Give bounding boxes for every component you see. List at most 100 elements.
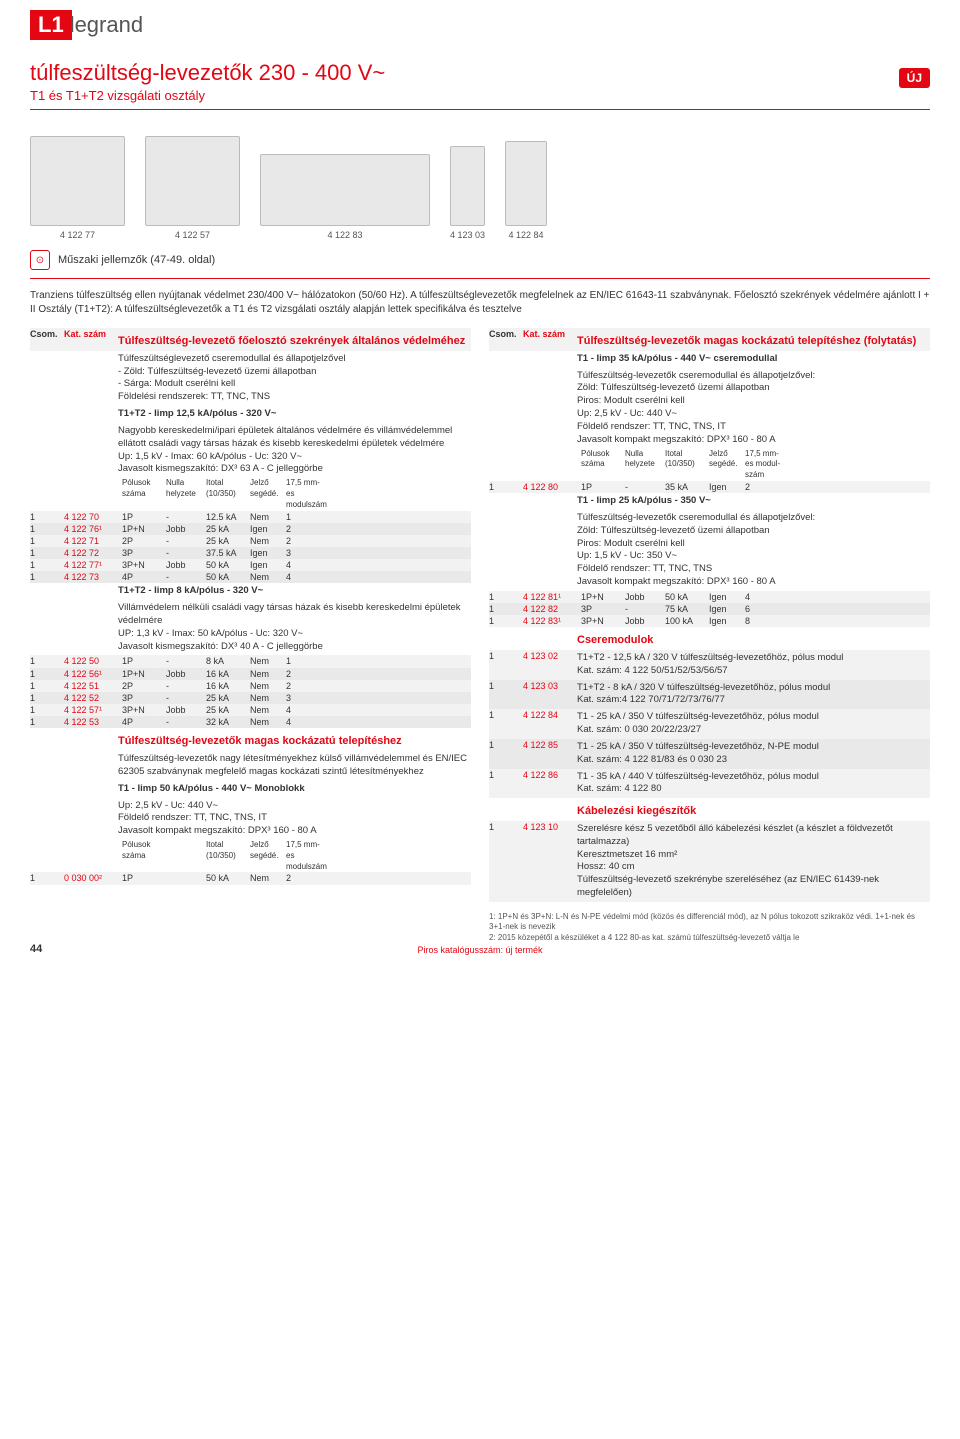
table-row: 1 4 122 82 3P - 75 kA Igen 6 (489, 603, 930, 615)
cell-kat: 4 122 73 (64, 571, 118, 583)
cell-signal: Igen (705, 591, 741, 603)
cell-kat: 4 122 80 (523, 481, 577, 493)
table-row: 1 4 122 83¹ 3P+N Jobb 100 kA Igen 8 (489, 615, 930, 627)
cell-itotal: 25 kA (202, 535, 246, 547)
th-itotal: Itotal (10/350) (202, 840, 246, 872)
footnotes: 1: 1P+N és 3P+N: L-N és N-PE védelmi mód… (489, 912, 930, 943)
col-header-kat: Kat. szám (523, 328, 577, 351)
product: 4 122 84 (505, 141, 547, 240)
cell-kat: 4 122 53 (64, 716, 118, 728)
cell-modules: 2 (282, 872, 330, 884)
group-desc: Up: 2,5 kV - Uc: 440 V~Földelő rendszer:… (118, 800, 471, 838)
product-label: 4 122 83 (327, 230, 362, 240)
cell-kat: 4 123 03 (523, 680, 577, 710)
section-title: Túlfeszültség-levezető főelosztó szekrén… (118, 334, 471, 349)
table-row: 1 4 123 02 T1+T2 - 12,5 kA / 320 V túlfe… (489, 650, 930, 680)
cell-csom: 1 (489, 821, 523, 902)
brand-logo: L1legrand (30, 10, 143, 40)
cell-kat: 4 122 70 (64, 511, 118, 523)
table-row: 1 4 122 57¹ 3P+N Jobb 25 kA Nem 4 (30, 704, 471, 716)
cell-csom: 1 (489, 680, 523, 710)
table-row: 1 4 122 53 4P - 32 kA Nem 4 (30, 716, 471, 728)
product: 4 122 57 (145, 136, 240, 240)
cell-null: Jobb (162, 559, 202, 571)
cell-signal: Nem (246, 571, 282, 583)
section-title: Kábelezési kiegészítők (577, 804, 930, 819)
cell-kat: 4 123 10 (523, 821, 577, 902)
cell-signal: Igen (705, 603, 741, 615)
cell-itotal: 50 kA (202, 571, 246, 583)
table-row: 1 4 122 50 1P - 8 kA Nem 1 (30, 655, 471, 667)
cell-modules: 3 (282, 692, 330, 704)
cell-signal: Igen (705, 481, 741, 493)
cell-null: - (621, 481, 661, 493)
cell-signal: Nem (246, 535, 282, 547)
table-row: 1 4 122 72 3P - 37.5 kA Igen 3 (30, 547, 471, 559)
new-badge: ÚJ (899, 68, 930, 88)
th-modules: 17,5 mm-es modul-szám (741, 449, 789, 481)
cell-modules: 2 (741, 481, 789, 493)
cell-null: - (162, 571, 202, 583)
logo-mark: L1 (30, 10, 72, 40)
th-null: Nulla helyzete (162, 478, 202, 510)
cell-poles: 3P (118, 547, 162, 559)
product-image (450, 146, 485, 226)
table-row: 1 4 122 86 T1 - 35 kA / 440 V túlfeszült… (489, 769, 930, 799)
product-label: 4 122 57 (175, 230, 210, 240)
cell-itotal: 25 kA (202, 692, 246, 704)
section-desc: Túlfeszültség-levezetők nagy létesítmény… (118, 753, 471, 779)
divider (30, 109, 930, 110)
cell-modules: 6 (741, 603, 789, 615)
table-row: 1 4 123 10 Szerelésre kész 5 vezetőből á… (489, 821, 930, 902)
cell-csom: 1 (489, 709, 523, 739)
table-row: 1 4 122 77¹ 3P+N Jobb 50 kA Igen 4 (30, 559, 471, 571)
page-subtitle: T1 és T1+T2 vizsgálati osztály (30, 88, 930, 103)
cell-poles: 1P (577, 481, 621, 493)
cell-kat: 4 122 50 (64, 655, 118, 667)
cell-null: Jobb (162, 668, 202, 680)
table-row: 1 4 122 81¹ 1P+N Jobb 50 kA Igen 4 (489, 591, 930, 603)
cell-kat: 4 122 81¹ (523, 591, 577, 603)
table-row: 1 4 122 84 T1 - 25 kA / 350 V túlfeszült… (489, 709, 930, 739)
cell-modules: 4 (282, 704, 330, 716)
cell-signal: Nem (246, 872, 282, 884)
table-row: 1 4 122 51 2P - 16 kA Nem 2 (30, 680, 471, 692)
col-header-csom: Csom. (489, 328, 523, 351)
info-icon: ⊙ (30, 250, 50, 270)
table-row: 1 4 123 03 T1+T2 - 8 kA / 320 V túlfeszü… (489, 680, 930, 710)
cell-kat: 4 122 82 (523, 603, 577, 615)
cell-modules: 4 (282, 571, 330, 583)
th-poles: Pólusok száma (118, 840, 162, 872)
page-footer: Piros katalógusszám: új termék (0, 945, 960, 955)
cell-itotal: 12.5 kA (202, 511, 246, 523)
table-row: 1 0 030 00² 1P 50 kA Nem 2 (30, 872, 471, 884)
cell-poles: 1P (118, 872, 162, 884)
cell-signal: Nem (246, 680, 282, 692)
cell-desc: T1 - 25 kA / 350 V túlfeszültség-levezet… (577, 741, 930, 767)
cell-null: - (162, 692, 202, 704)
cell-null: Jobb (621, 615, 661, 627)
cell-modules: 1 (282, 655, 330, 667)
cell-desc: T1+T2 - 12,5 kA / 320 V túlfeszültség-le… (577, 652, 930, 678)
cell-null: Jobb (621, 591, 661, 603)
section-desc: Túlfeszültséglevezető cseremodullal és á… (118, 353, 471, 404)
group-title: T1 - Iimp 35 kA/pólus - 440 V~ cseremodu… (577, 353, 777, 364)
cell-desc: T1+T2 - 8 kA / 320 V túlfeszültség-levez… (577, 682, 930, 708)
cell-kat: 0 030 00² (64, 872, 118, 884)
cell-modules: 8 (741, 615, 789, 627)
cell-csom: 1 (30, 668, 64, 680)
cell-kat: 4 122 85 (523, 739, 577, 769)
table-row: 1 4 122 85 T1 - 25 kA / 350 V túlfeszült… (489, 739, 930, 769)
cell-null: Jobb (162, 704, 202, 716)
product-image (260, 154, 430, 226)
cell-itotal: 50 kA (661, 591, 705, 603)
cell-csom: 1 (489, 591, 523, 603)
col-header-kat: Kat. szám (64, 328, 118, 351)
cell-itotal: 16 kA (202, 680, 246, 692)
cell-poles: 3P (118, 692, 162, 704)
cell-modules: 1 (282, 511, 330, 523)
product-image (145, 136, 240, 226)
cell-kat: 4 122 71 (64, 535, 118, 547)
cell-null: - (162, 535, 202, 547)
cell-kat: 4 122 56¹ (64, 668, 118, 680)
